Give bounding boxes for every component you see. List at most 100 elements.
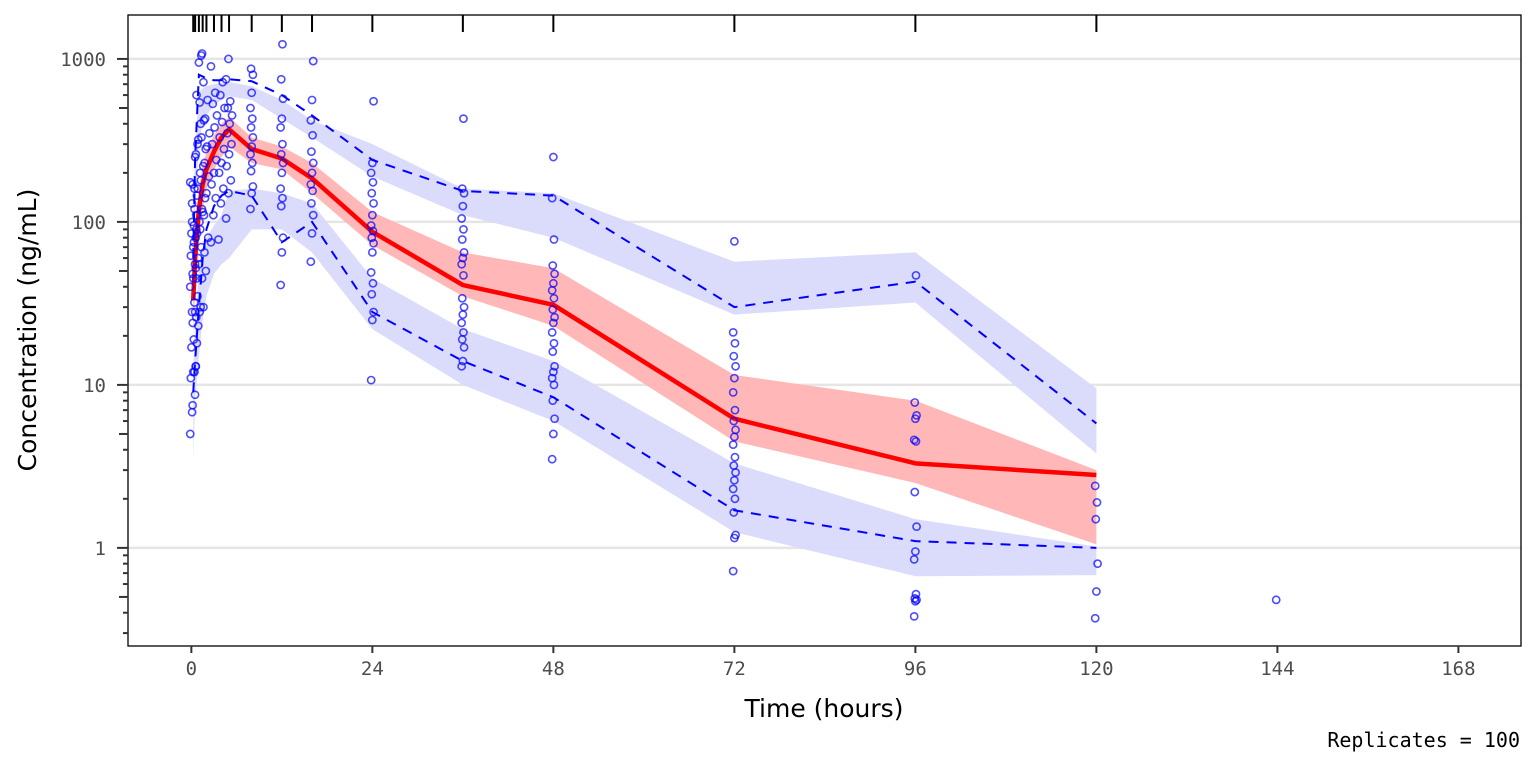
observed-point bbox=[196, 175, 206, 185]
observed-point bbox=[366, 221, 376, 230]
observed-point bbox=[912, 522, 921, 532]
observed-point bbox=[909, 554, 919, 564]
observed-point bbox=[196, 302, 206, 312]
observed-points bbox=[185, 39, 1281, 623]
observed-point bbox=[366, 168, 376, 178]
observed-point bbox=[730, 452, 740, 462]
x-tick-label: 168 bbox=[1441, 658, 1475, 680]
observed-point bbox=[369, 307, 378, 317]
observed-point bbox=[207, 179, 216, 189]
observed-point bbox=[458, 356, 468, 366]
observed-point bbox=[194, 259, 204, 269]
observed-point bbox=[190, 390, 200, 400]
observed-point bbox=[1091, 514, 1101, 524]
observed-point bbox=[193, 291, 202, 301]
observed-point bbox=[212, 111, 222, 120]
observed-point bbox=[278, 233, 288, 243]
observed-point bbox=[276, 201, 286, 211]
observed-point bbox=[548, 261, 558, 270]
observed-point bbox=[210, 123, 219, 132]
observed-point bbox=[224, 149, 234, 159]
observed-point bbox=[548, 396, 558, 406]
observed-point bbox=[214, 235, 223, 244]
observed-point bbox=[185, 282, 195, 292]
observed-point bbox=[200, 193, 210, 203]
observed-point bbox=[457, 318, 467, 328]
observed-point bbox=[246, 103, 255, 113]
observed-point bbox=[247, 158, 257, 168]
observed-point bbox=[190, 367, 199, 377]
observed-point bbox=[548, 367, 558, 377]
observed-point bbox=[278, 39, 287, 49]
x-tick-label: 120 bbox=[1079, 658, 1113, 680]
observed-point bbox=[910, 547, 920, 556]
observed-point bbox=[730, 338, 740, 348]
observed-point bbox=[459, 327, 468, 337]
observed-point bbox=[199, 77, 208, 87]
observed-point bbox=[457, 361, 467, 371]
observed-point bbox=[459, 302, 469, 312]
observed-point bbox=[220, 103, 229, 113]
observed-point bbox=[197, 49, 207, 58]
observed-point bbox=[221, 74, 231, 84]
observed-point bbox=[366, 268, 376, 277]
observed-point bbox=[369, 198, 378, 208]
observed-point bbox=[200, 158, 210, 168]
y-tick-label: 1 bbox=[95, 538, 106, 560]
observed-point bbox=[191, 361, 201, 371]
observed-point bbox=[278, 139, 287, 149]
time-rug bbox=[192, 15, 1098, 32]
observed-point bbox=[457, 214, 467, 223]
observed-point bbox=[199, 115, 209, 125]
observed-point bbox=[195, 224, 205, 234]
observed-point bbox=[728, 327, 738, 337]
observed-point bbox=[190, 307, 200, 317]
observed-point bbox=[195, 98, 205, 107]
y-tick-label: 100 bbox=[72, 212, 106, 234]
observed-point bbox=[1090, 481, 1100, 491]
observed-point bbox=[199, 210, 209, 220]
observed-point bbox=[206, 237, 216, 247]
observed-point bbox=[459, 342, 469, 352]
observed-point bbox=[1090, 613, 1100, 623]
observed-point bbox=[277, 168, 287, 178]
observed-point bbox=[367, 188, 377, 198]
observed-point bbox=[367, 210, 377, 220]
observed-point bbox=[910, 593, 920, 603]
observed-point bbox=[224, 54, 233, 64]
observed-point bbox=[729, 373, 739, 383]
observed-point bbox=[248, 70, 258, 80]
observed-point bbox=[549, 235, 559, 244]
observed-point bbox=[278, 193, 287, 203]
observed-point bbox=[191, 149, 201, 159]
observed-point bbox=[550, 269, 559, 279]
lower-percentile-line bbox=[192, 189, 1097, 549]
observed-point bbox=[729, 351, 739, 361]
observed-point bbox=[206, 61, 216, 71]
observed-point bbox=[911, 589, 921, 599]
observed-point bbox=[188, 400, 198, 410]
observed-point bbox=[278, 158, 288, 168]
plot-frame bbox=[127, 14, 1522, 647]
observed-point bbox=[215, 132, 225, 142]
observed-point bbox=[367, 158, 377, 168]
observed-point bbox=[728, 387, 738, 397]
observed-point bbox=[547, 373, 557, 383]
observed-point bbox=[187, 342, 196, 352]
observed-point bbox=[188, 242, 198, 252]
observed-point bbox=[547, 193, 557, 203]
observed-point bbox=[308, 158, 318, 168]
observed-point bbox=[248, 132, 258, 142]
x-tick-label: 144 bbox=[1260, 658, 1294, 680]
observed-point bbox=[246, 204, 255, 214]
observed-point bbox=[909, 435, 919, 445]
observed-point bbox=[208, 210, 218, 220]
observed-point bbox=[548, 347, 558, 357]
observed-point bbox=[368, 278, 378, 288]
observed-point bbox=[192, 274, 201, 283]
observed-point bbox=[458, 253, 468, 263]
observed-point bbox=[912, 595, 921, 605]
observed-point bbox=[215, 90, 225, 100]
observed-point bbox=[248, 182, 258, 191]
observed-point bbox=[459, 188, 469, 198]
